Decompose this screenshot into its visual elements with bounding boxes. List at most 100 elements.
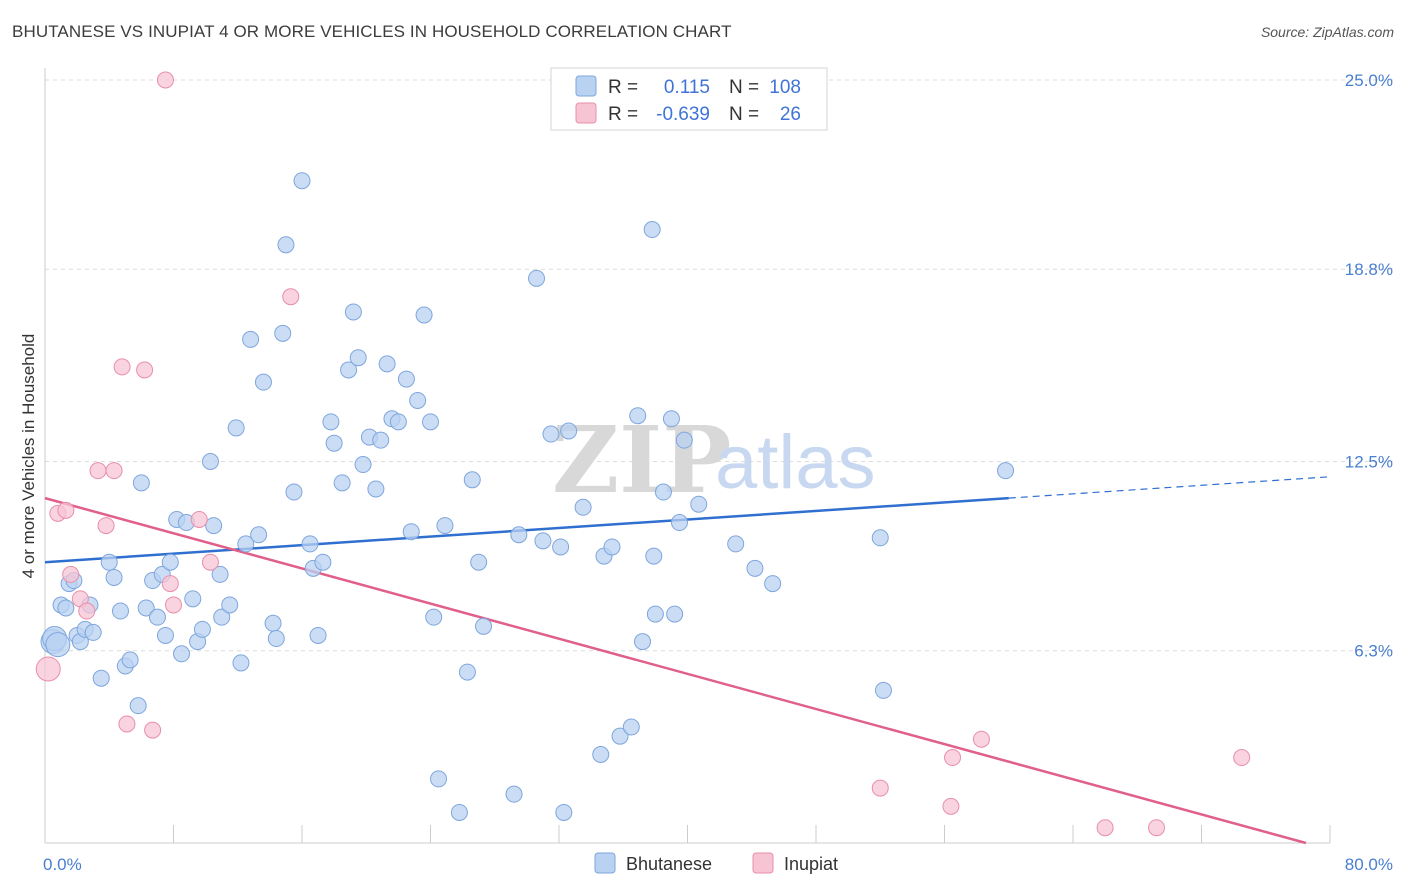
bhutanese-point	[367, 480, 385, 498]
watermark-zip: ZIP	[552, 406, 731, 514]
bhutanese-point	[250, 526, 268, 544]
bhutanese-point	[402, 523, 420, 541]
bhutanese-point	[654, 483, 672, 501]
bhutanese-point	[274, 324, 292, 342]
legend-r-label-2: R =	[608, 104, 638, 125]
bhutanese-point	[161, 553, 179, 571]
legend-box	[550, 67, 828, 131]
bhutanese-point	[184, 590, 202, 608]
inupiat-point	[201, 553, 219, 571]
inupiat-point	[97, 517, 115, 535]
legend: R = 0.115 N = 108 R = -0.639 N = 26	[550, 67, 828, 131]
inupiat-point	[972, 730, 990, 748]
legend-n-label-1: N =	[729, 77, 759, 98]
bhutanese-point	[425, 608, 443, 626]
bhutanese-point	[871, 529, 889, 547]
bottom-legend-swatch-inupiat	[752, 852, 774, 874]
inupiat-point	[165, 596, 182, 614]
legend-swatch-blue	[575, 75, 597, 97]
inupiat-point	[35, 656, 61, 682]
bhutanese-trend-line	[44, 496, 1009, 564]
bhutanese-point	[510, 526, 528, 544]
trend-lines	[44, 476, 1331, 845]
bhutanese-point	[193, 620, 211, 638]
inupiat-point	[136, 361, 154, 379]
bhutanese-point	[542, 425, 560, 443]
bhutanese-point	[422, 413, 439, 431]
inupiat-point	[89, 462, 107, 480]
bhutanese-point	[45, 632, 71, 658]
bhutanese-point	[309, 626, 327, 644]
y-tick-label: 18.8%	[1345, 260, 1393, 279]
bhutanese-point	[372, 431, 390, 449]
x-tick-label: 0.0%	[43, 855, 82, 874]
y-tick-label: 12.5%	[1345, 453, 1393, 472]
bhutanese-point	[121, 651, 139, 669]
legend-n-value-2: 26	[780, 104, 801, 125]
bhutanese-point	[129, 697, 147, 715]
bhutanese-point	[505, 785, 523, 803]
bhutanese-point	[634, 633, 652, 651]
inupiat-point	[113, 358, 131, 376]
bhutanese-point	[436, 517, 454, 535]
bhutanese-point	[764, 575, 782, 593]
y-tick-labels: 6.3% 12.5% 18.8% 25.0%	[1345, 71, 1393, 661]
legend-n-value-1: 108	[769, 77, 801, 98]
bhutanese-trend-extension	[1008, 476, 1331, 499]
y-tick-label: 6.3%	[1354, 642, 1393, 661]
bhutanese-point	[645, 547, 663, 565]
bhutanese-point	[409, 391, 427, 409]
bhutanese-point	[555, 803, 573, 821]
bhutanese-point	[100, 553, 118, 571]
inupiat-point	[1096, 819, 1114, 837]
bhutanese-point	[201, 453, 219, 470]
y-tick-label: 25.0%	[1345, 71, 1393, 90]
bhutanese-point	[470, 553, 488, 571]
bhutanese-point	[293, 172, 311, 190]
bhutanese-point	[301, 535, 319, 553]
bhutanese-point	[646, 605, 664, 623]
bhutanese-point	[92, 669, 110, 687]
bhutanese-point	[84, 623, 102, 641]
bhutanese-point	[643, 221, 661, 239]
bhutanese-point	[874, 681, 892, 699]
bhutanese-point	[475, 617, 493, 635]
bhutanese-point	[237, 535, 255, 553]
bhutanese-point	[666, 605, 684, 623]
x-tick-labels: 0.0% 80.0%	[43, 855, 1393, 874]
legend-r-label-1: R =	[608, 77, 638, 98]
bhutanese-point	[148, 608, 166, 626]
bhutanese-point	[463, 471, 481, 489]
inupiat-point	[942, 797, 960, 815]
inupiat-point	[118, 715, 136, 733]
bhutanese-point	[205, 517, 223, 535]
bhutanese-point	[746, 559, 764, 577]
bhutanese-point	[277, 236, 295, 254]
bhutanese-point	[242, 330, 260, 348]
watermark: ZIP atlas	[552, 406, 876, 514]
inupiat-point	[161, 575, 179, 593]
bhutanese-point	[232, 654, 250, 672]
bhutanese-point	[340, 361, 358, 379]
inupiat-point	[1148, 819, 1166, 837]
bhutanese-point	[221, 596, 239, 614]
bhutanese-point	[603, 538, 621, 556]
y-axis-label: 4 or more Vehicles in Household	[19, 334, 38, 579]
legend-swatch-pink	[575, 102, 597, 124]
bhutanese-point	[670, 514, 688, 532]
bhutanese-point	[105, 568, 123, 586]
bhutanese-point	[534, 532, 552, 550]
legend-r-value-2: -0.639	[656, 104, 710, 125]
bhutanese-point	[397, 370, 415, 388]
inupiat-point	[871, 779, 889, 797]
bhutanese-point	[528, 269, 546, 287]
bhutanese-point	[690, 495, 708, 513]
inupiat-trend-line	[44, 496, 1307, 845]
bhutanese-point	[254, 373, 272, 391]
bhutanese-point	[574, 498, 592, 516]
bhutanese-point	[137, 599, 155, 617]
bhutanese-point	[322, 413, 340, 431]
x-tick-label: 80.0%	[1345, 855, 1393, 874]
bottom-legend-swatch-bhutanese	[594, 852, 616, 874]
